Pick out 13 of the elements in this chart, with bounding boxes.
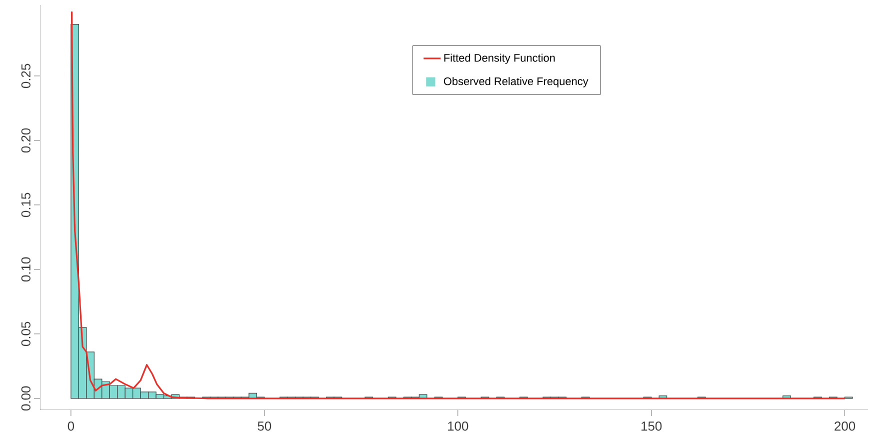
x-tick-label: 50: [258, 422, 272, 431]
legend-label: Observed Relative Frequency: [444, 77, 588, 88]
x-tick-label: 200: [834, 422, 856, 431]
y-tick-label: 0.25: [21, 64, 30, 88]
y-tick-label: 0.00: [21, 386, 30, 410]
y-tick-label: 0.15: [21, 192, 30, 218]
x-tick-label: 0: [68, 422, 74, 431]
legend-label: Fitted Density Function: [444, 54, 555, 64]
y-tick-label: 0.05: [21, 322, 30, 346]
x-tick-label: 100: [448, 422, 468, 431]
y-tick-label: 0.20: [21, 128, 30, 153]
y-tick-label: 0.10: [21, 257, 30, 282]
x-tick-label: 150: [642, 422, 662, 431]
